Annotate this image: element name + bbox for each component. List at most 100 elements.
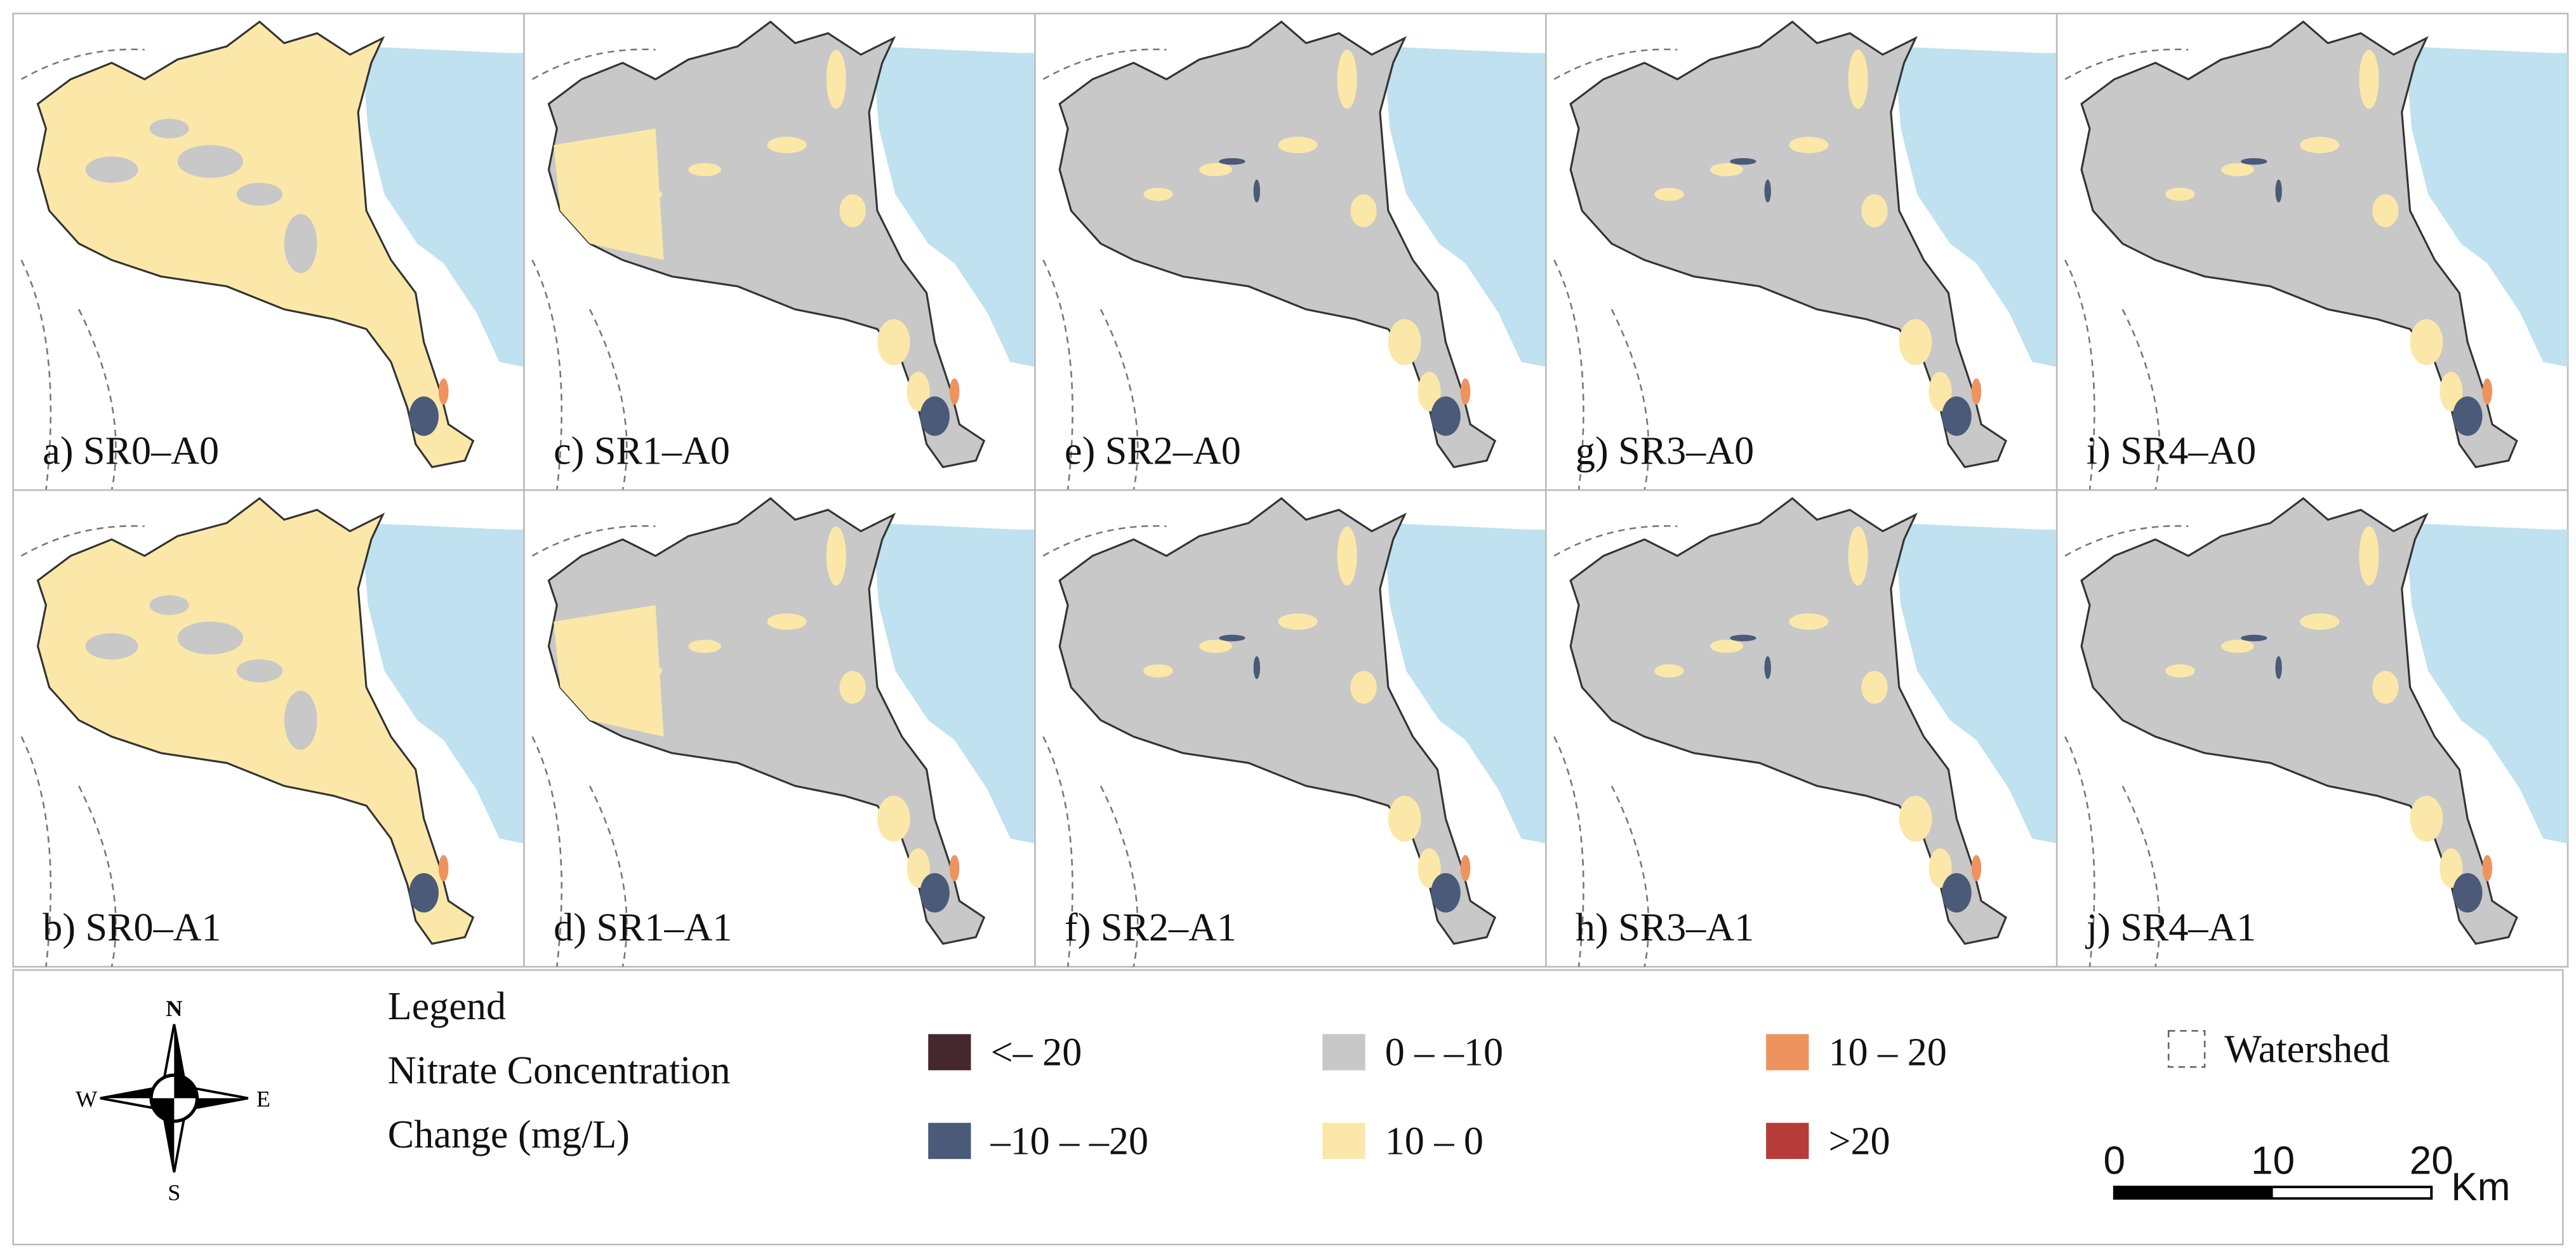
legend-label: 10 – 0 <box>1385 1120 1484 1163</box>
zone-patch <box>409 873 439 913</box>
zone-patch <box>1337 50 1357 109</box>
zone-patch <box>1278 613 1318 630</box>
map-panel: g) SR3–A0 <box>1545 12 2058 492</box>
zone-patch <box>1417 371 1441 412</box>
zone-patch <box>2300 613 2340 630</box>
zone-patch <box>826 526 846 586</box>
zone-patch <box>1730 158 1756 165</box>
compass: N E W S <box>76 996 270 1205</box>
zone-patch <box>2372 671 2399 704</box>
zone-patch <box>2440 371 2463 412</box>
zone-patch <box>409 396 439 436</box>
zone-patch <box>1861 671 1888 704</box>
zone-patch <box>1899 796 1932 842</box>
watershed-swatch <box>2167 1029 2206 1068</box>
panel-label: f) SR2–A1 <box>1065 906 1237 949</box>
zone-patch <box>1848 50 1868 109</box>
legend-swatch <box>928 1123 971 1160</box>
zone-patch <box>1942 873 1972 913</box>
zone-patch <box>1460 855 1471 881</box>
legend-title: Nitrate Concentration <box>388 1049 731 1092</box>
zone-patch <box>2482 855 2493 881</box>
zone-patch <box>1350 671 1377 704</box>
zone-patch <box>2359 50 2379 109</box>
legend-label: 10 – 20 <box>1828 1031 1946 1074</box>
scale-unit: Km <box>2451 1165 2510 1209</box>
zone-patch <box>284 214 317 274</box>
zone-patch <box>1861 194 1888 227</box>
legend-swatch <box>1322 1123 1365 1160</box>
zone-patch <box>236 659 283 683</box>
zone-patch <box>1199 163 1233 177</box>
panel-label: h) SR3–A1 <box>1576 906 1754 949</box>
map-panel: d) SR1–A1 <box>523 489 1036 968</box>
zone-patch <box>1710 163 1743 177</box>
zone-patch <box>2452 873 2483 913</box>
zone-patch <box>177 621 244 655</box>
zone-patch <box>1971 378 1982 405</box>
zone-patch <box>1971 855 1982 881</box>
zone-patch <box>906 371 930 412</box>
compass-s: S <box>168 1180 180 1205</box>
panel-label: g) SR3–A0 <box>1576 429 1754 472</box>
legend-swatch <box>1766 1034 1809 1071</box>
zone-patch <box>1278 137 1318 154</box>
zone-patch <box>1388 319 1421 366</box>
zone-patch <box>2275 179 2282 203</box>
zone-patch <box>877 796 910 842</box>
legend-label: >20 <box>1828 1120 1890 1163</box>
zone-patch <box>1848 526 1868 586</box>
zone-patch <box>1789 137 1829 154</box>
zone-patch <box>1417 848 1441 888</box>
zone-patch <box>1710 639 1743 653</box>
zone-patch <box>2410 796 2443 842</box>
zone-patch <box>1219 158 1245 165</box>
map-panel: e) SR2–A0 <box>1034 12 1547 492</box>
panel-label: a) SR0–A0 <box>43 429 219 472</box>
zone-patch <box>236 182 283 206</box>
zone-patch <box>85 156 138 183</box>
zone-patch <box>1337 526 1357 586</box>
zone-patch <box>284 690 317 750</box>
scale-tick-label: 10 <box>2251 1139 2295 1182</box>
zone-patch <box>1460 378 1471 405</box>
zone-patch <box>1942 396 1972 436</box>
zone-patch <box>2221 163 2254 177</box>
zone-patch <box>1899 319 1932 366</box>
zone-patch <box>2410 319 2443 366</box>
zone-patch <box>2241 158 2267 165</box>
zone-patch <box>1253 179 1261 203</box>
panel-label: c) SR1–A0 <box>554 429 730 472</box>
zone-patch <box>2440 848 2463 888</box>
map-panel: j) SR4–A1 <box>2055 489 2569 968</box>
compass-n: N <box>166 996 182 1021</box>
compass-w: W <box>76 1086 98 1111</box>
zone-patch <box>826 50 846 109</box>
zone-patch <box>1654 187 1684 201</box>
zone-patch <box>177 145 244 178</box>
zone-patch <box>554 605 664 737</box>
zone-patch <box>2300 137 2340 154</box>
zone-patch <box>2221 639 2254 653</box>
map-panel: a) SR0–A0 <box>12 12 525 492</box>
zone-patch <box>149 595 189 615</box>
zone-patch <box>1253 656 1261 679</box>
legend-label: 0 – –10 <box>1385 1031 1503 1074</box>
zone-patch <box>688 163 722 177</box>
legend-swatch <box>1322 1034 1365 1071</box>
zone-patch <box>554 128 664 260</box>
zone-patch <box>2359 526 2379 586</box>
panel-label: i) SR4–A0 <box>2087 429 2256 472</box>
zone-patch <box>2241 634 2267 641</box>
zone-patch <box>438 855 449 881</box>
zone-patch <box>149 118 189 138</box>
zone-patch <box>85 632 138 660</box>
zone-patch <box>2482 378 2493 405</box>
map-panel: c) SR1–A0 <box>523 12 1036 492</box>
zone-patch <box>906 848 930 888</box>
zone-patch <box>1654 664 1684 678</box>
zone-patch <box>2165 187 2195 201</box>
zone-patch <box>1431 396 1461 436</box>
zone-patch <box>839 194 866 227</box>
